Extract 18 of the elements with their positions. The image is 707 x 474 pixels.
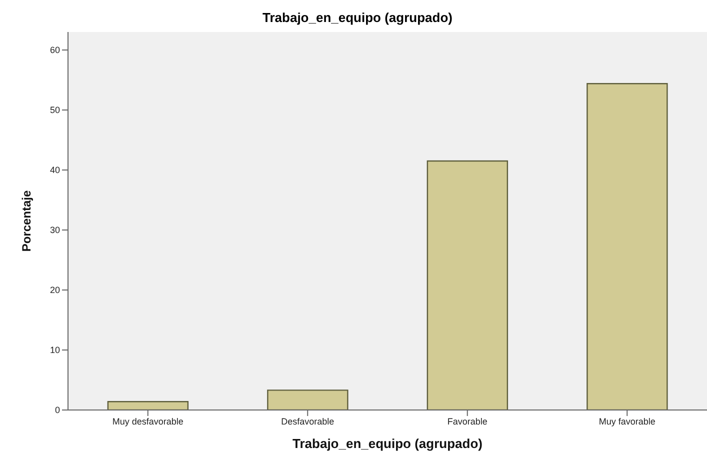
y-tick-label: 10 — [50, 345, 60, 356]
x-tick-label: Muy favorable — [598, 416, 656, 426]
y-tick-label: 50 — [50, 105, 60, 116]
bar — [426, 160, 508, 410]
x-axis-title: Trabajo_en_equipo (agrupado) — [292, 436, 482, 451]
y-tick-label: 20 — [50, 285, 60, 296]
y-tick-label: 30 — [50, 225, 60, 236]
chart-title: Trabajo_en_equipo (agrupado) — [262, 10, 454, 25]
x-tick-label: Muy desfavorable — [112, 416, 184, 426]
y-tick-label: 40 — [50, 165, 60, 176]
x-tick-label: Favorable — [447, 416, 488, 426]
y-tick-label: 60 — [50, 45, 60, 56]
y-tick-label: 0 — [54, 405, 60, 416]
bar — [586, 83, 668, 410]
y-axis-title: Porcentaje — [19, 190, 34, 252]
bar — [107, 401, 189, 410]
bar — [267, 390, 348, 410]
x-tick-label: Desfavorable — [281, 416, 334, 426]
